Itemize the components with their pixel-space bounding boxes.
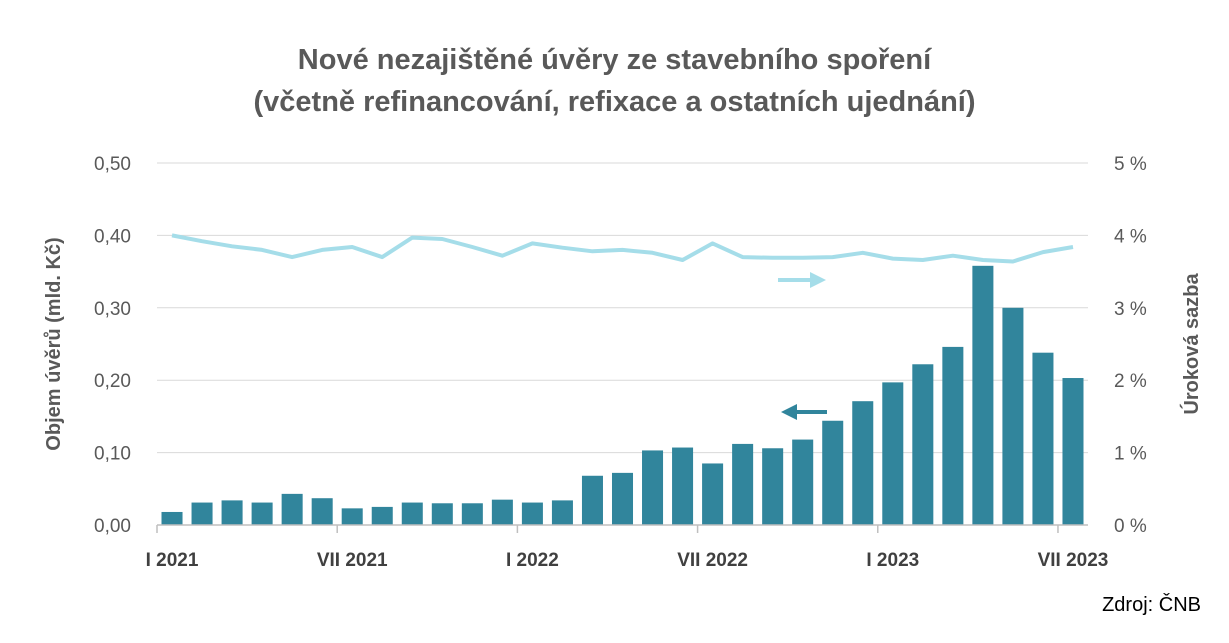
y2-tick-label: 4 % — [1114, 226, 1147, 247]
y-axis-ticks: 0,00 0,10 0,20 0,30 0,40 0,50 — [94, 154, 131, 537]
bar — [161, 511, 183, 525]
x-tick-label: I 2023 — [866, 550, 919, 571]
bar — [491, 499, 513, 525]
bar — [882, 382, 904, 525]
y-tick-label: 0,30 — [94, 299, 131, 320]
x-tick-label: I 2021 — [146, 550, 199, 571]
bar — [611, 472, 634, 525]
bar — [461, 503, 483, 525]
bar — [221, 500, 243, 525]
y2-tick-label: 0 % — [1114, 516, 1147, 537]
bar — [521, 502, 543, 525]
bar — [581, 475, 603, 525]
rate-line — [171, 233, 1074, 264]
bar — [191, 502, 213, 525]
bar — [1032, 352, 1054, 525]
right-axis-arrow — [778, 272, 826, 288]
y2-tick-label: 1 % — [1114, 444, 1147, 465]
x-tick-label: I 2022 — [506, 550, 559, 571]
y-tick-label: 0,00 — [94, 516, 131, 537]
bar — [642, 450, 664, 525]
y2-tick-label: 2 % — [1114, 371, 1147, 392]
x-axis-ticks: I 2021 VII 2021 I 2022 VII 2022 I 2023 VII 20… — [146, 550, 1109, 571]
bar — [852, 401, 874, 525]
y2-axis-ticks: 0 % 1 % 2 % 3 % 4 % 5 % — [1114, 154, 1147, 537]
y2-axis-label: Úroková sazba — [1179, 273, 1203, 415]
bar — [1062, 378, 1084, 525]
bar — [822, 420, 844, 525]
bar — [702, 463, 724, 525]
x-axis — [156, 524, 1088, 533]
bar — [401, 502, 423, 525]
bar — [1002, 307, 1024, 525]
bar — [942, 346, 964, 525]
bar — [251, 502, 273, 525]
x-tick-label: VII 2021 — [317, 550, 388, 571]
chart-title: Nové nezajištěné úvěry ze stavebního spo… — [297, 44, 932, 76]
bar — [792, 439, 814, 525]
bar — [762, 448, 784, 525]
bar — [672, 447, 694, 525]
y2-tick-label: 5 % — [1114, 154, 1147, 175]
y-tick-label: 0,50 — [94, 154, 131, 175]
bar — [311, 498, 333, 525]
bar — [551, 500, 573, 525]
y-tick-label: 0,20 — [94, 371, 131, 392]
chart-subtitle: (včetně refinancování, refixace a ostatn… — [253, 86, 976, 118]
line-series — [171, 233, 1074, 264]
axis-arrows — [778, 272, 827, 420]
left-axis-arrow — [781, 404, 827, 420]
bar — [281, 493, 303, 525]
bar — [371, 506, 393, 525]
y-axis-label: Objem úvěrů (mld. Kč) — [43, 237, 65, 450]
y-tick-label: 0,40 — [94, 226, 131, 247]
bar — [341, 508, 363, 525]
x-tick-label: VII 2022 — [677, 550, 748, 571]
bar — [972, 265, 994, 525]
bar — [431, 503, 453, 525]
y2-tick-label: 3 % — [1114, 299, 1147, 320]
bar — [912, 364, 934, 525]
bar-series — [161, 265, 1084, 525]
source-note: Zdroj: ČNB — [1102, 594, 1201, 616]
bar — [732, 443, 754, 525]
y-tick-label: 0,10 — [94, 444, 131, 465]
x-tick-label: VII 2023 — [1038, 550, 1109, 571]
